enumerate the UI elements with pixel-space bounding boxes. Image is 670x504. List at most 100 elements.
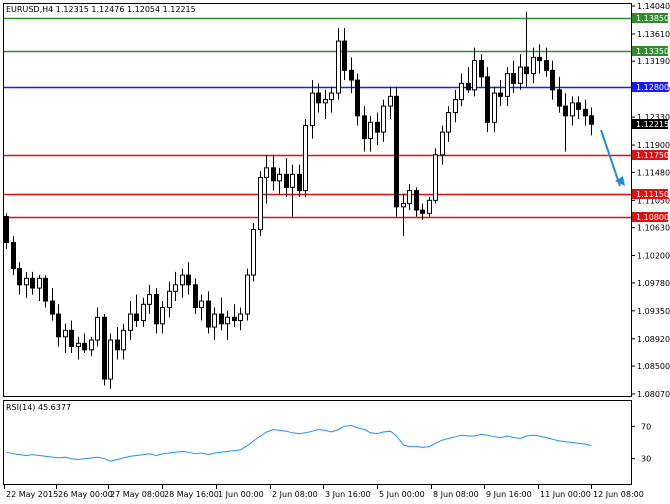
candle-bull [492,92,497,123]
level-price-box [632,189,668,199]
current-price-label: 1.12215 [636,120,669,129]
candle-bull [277,173,282,182]
candle-bull [258,177,263,231]
rsi-label: RSI(14) 45.6377 [6,403,71,412]
candle-bear [154,294,159,325]
candle-bull [24,277,29,286]
candle-bull [336,40,341,94]
candle-bear [362,115,367,140]
candle-bear [511,73,516,84]
candle-bull [180,274,185,286]
level-price-box [632,13,668,23]
current-price-box [632,119,668,129]
candle-bull [570,102,575,117]
time-tick-label: 12 Jun 08:00 [593,490,644,499]
candle-bear [544,60,549,71]
candle-bull [427,199,432,214]
candle-bull [199,300,204,309]
candle-bear [297,173,302,192]
rsi-tick-label: 30 [641,455,651,464]
candle-bull [518,66,523,84]
candle-bear [134,313,139,322]
level-price-label: 1.13850 [636,14,669,23]
candle-bull [238,313,243,322]
time-tick-label: 2 Jun 08:00 [272,490,318,499]
candles [4,11,594,389]
candle-bull [128,313,133,331]
candle-bear [186,274,191,286]
price-tick-label: 1.08070 [637,390,670,399]
time-tick-label: 26 May 00:00 [58,490,113,499]
level-price-box [632,212,668,222]
time-tick-label: 9 Jun 16:00 [486,490,532,499]
candle-bear [206,300,211,328]
candle-bull [505,73,510,97]
candle-bear [349,69,354,81]
candle-bull [225,316,230,325]
candle-bear [115,339,120,351]
time-tick-label: 11 Jun 00:00 [540,490,591,499]
time-tick-label: 27 May 08:00 [110,490,165,499]
candle-bull [121,329,126,351]
candle-bear [466,82,471,91]
price-tick-label: 1.13610 [637,30,670,39]
time-tick-label: 3 Jun 16:00 [325,490,371,499]
candle-bull [251,229,256,276]
time-tick-label: 28 May 16:00 [164,490,219,499]
candle-bear [498,92,503,97]
candle-bear [102,316,107,380]
candle-bull [531,56,536,75]
candle-bull [173,284,178,292]
candle-bull [290,173,295,188]
level-price-label: 1.10800 [636,213,669,222]
candle-bear [4,216,9,244]
candle-bull [329,92,334,101]
candle-bull [407,190,412,205]
candle-bear [479,60,484,78]
candle-bear [232,316,237,322]
candle-bull [388,95,393,107]
candle-bear [524,66,529,75]
candle-bear [43,277,48,302]
rsi-line [6,424,592,462]
candle-bull [433,154,438,201]
candle-bear [485,76,490,123]
rsi-indicator: 70 30 [6,422,651,464]
time-tick-label: 1 Jun 00:00 [218,490,264,499]
candle-bull [472,60,477,91]
rsi-tick-label: 70 [641,422,651,431]
candle-bull [245,274,250,315]
candle-bear [56,313,61,338]
price-axis: 1.140401.136101.131901.127601.123301.119… [631,2,670,399]
candle-bull [95,316,100,341]
candle-bull [303,125,308,192]
candle-bull [76,342,81,348]
candle-bull [446,112,451,133]
price-tick-label: 1.11480 [637,168,670,177]
level-price-label: 1.12800 [636,83,669,92]
candle-bull [310,92,315,127]
candle-bear [17,268,22,286]
candle-bear [219,313,224,325]
candle-bull [440,131,445,156]
candle-bear [50,300,55,315]
candle-bear [394,95,399,208]
candle-bear [82,342,87,351]
forecast-arrow-icon [600,129,625,187]
price-tick-label: 1.13190 [637,57,670,66]
chart-header: EURUSD,H4 1.12315 1.12476 1.12054 1.1221… [6,5,196,14]
candle-bear [537,56,542,62]
candle-bear [30,277,35,289]
level-price-box [632,150,668,160]
candle-bull [141,303,146,322]
level-price-label: 1.11150 [636,190,669,199]
candle-bull [368,121,373,140]
price-tick-label: 1.08500 [637,362,670,371]
rsi-pane-frame [3,400,632,485]
candle-bear [355,79,360,117]
candle-bear [583,108,588,117]
candle-bear [375,121,380,133]
candle-bear [342,40,347,71]
